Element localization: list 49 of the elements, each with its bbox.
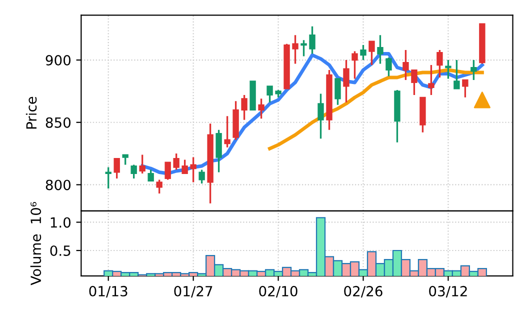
y-axis-title: Price	[26, 96, 37, 129]
candlestick	[156, 178, 162, 194]
candlestick	[105, 166, 112, 190]
x-tick-label: 02/10	[259, 286, 298, 298]
candlestick	[130, 164, 137, 180]
y-tick-label: 0.5	[50, 245, 70, 256]
candlestick	[300, 39, 307, 58]
candlestick	[164, 161, 171, 181]
x-tick-label: 02/26	[344, 286, 382, 298]
y-tick-label: 850	[46, 117, 71, 128]
candlestick	[122, 154, 128, 166]
candlestick	[224, 115, 230, 148]
line-series	[268, 68, 484, 150]
x-tick-label: 01/27	[174, 286, 212, 298]
candlestick	[198, 168, 205, 184]
candlestick	[343, 59, 350, 104]
candlestick	[241, 94, 248, 121]
y-axis-title: Volume 10⁶	[30, 202, 42, 286]
candlestick	[139, 154, 146, 174]
x-tick-label: 03/12	[429, 286, 467, 298]
candlestick	[173, 152, 180, 171]
candlestick	[360, 44, 366, 61]
y-tick-label: 900	[46, 54, 71, 66]
candlestick	[377, 34, 384, 65]
candlestick	[318, 92, 324, 140]
y-tick-label: 800	[46, 180, 71, 190]
candlestick	[148, 168, 154, 182]
candlestick	[454, 59, 460, 90]
candlestick	[436, 49, 443, 78]
candlestick	[114, 158, 120, 180]
candlestick	[182, 158, 188, 174]
candlestick	[216, 129, 222, 174]
candlestick	[368, 40, 375, 66]
candlestick	[411, 69, 418, 96]
candlestick	[386, 56, 392, 78]
candlestick	[266, 85, 273, 104]
y-tick-label: 1.0	[50, 217, 71, 228]
candlestick	[292, 34, 298, 65]
candlestick	[334, 78, 341, 106]
candlestick	[462, 79, 468, 98]
candlestick	[445, 59, 452, 80]
candlestick	[258, 98, 264, 120]
candlestick	[402, 49, 409, 81]
candlestick	[352, 50, 358, 80]
x-tick-label: 01/13	[89, 286, 128, 298]
candlestick	[470, 59, 477, 81]
candlestick	[428, 64, 434, 96]
candlestick	[309, 26, 316, 55]
candlestick	[190, 156, 196, 184]
